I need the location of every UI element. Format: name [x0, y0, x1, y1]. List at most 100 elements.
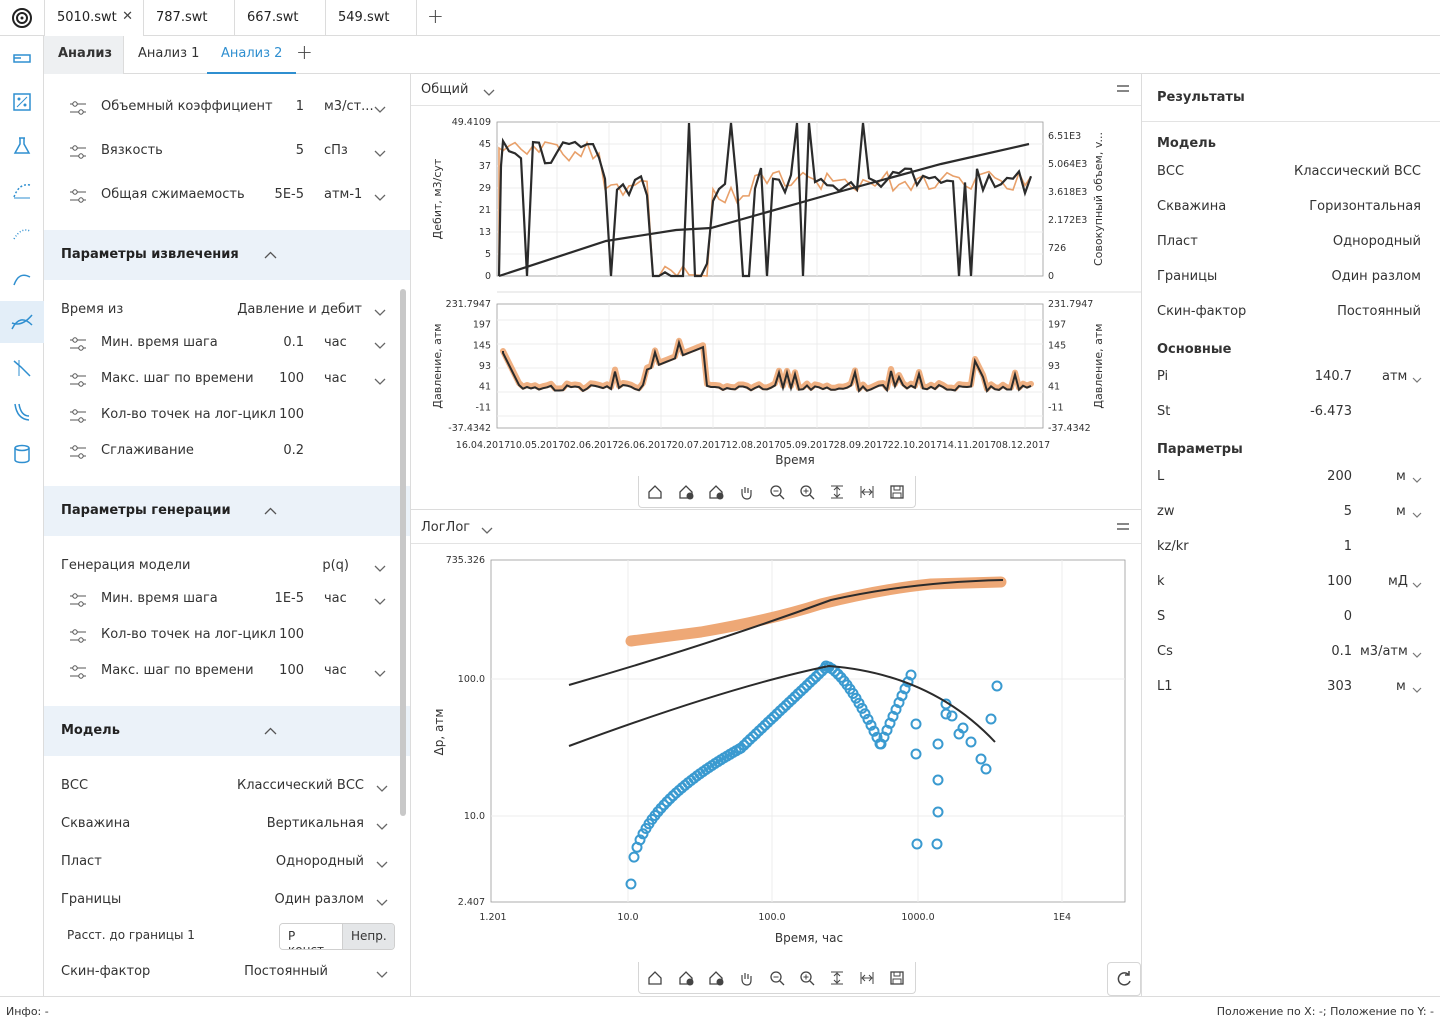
general-chart[interactable]: 49.4109 45 37 29 21 13 5 0 6.51E3 5.064E3 3.618E3…	[411, 106, 1141, 476]
chevron-down-icon[interactable]	[481, 524, 493, 539]
chevron-down-icon[interactable]	[1412, 373, 1422, 388]
result-row-l1[interactable]: L1 303 м	[1142, 673, 1440, 703]
result-row-pi[interactable]: Pi 140.7 атм	[1142, 363, 1440, 393]
chevron-down-icon[interactable]	[1412, 683, 1422, 698]
loglog-icon[interactable]	[0, 301, 44, 343]
chevron-down-icon[interactable]	[374, 667, 386, 682]
result-row-st[interactable]: St -6.473	[1142, 398, 1440, 428]
chevron-up-icon[interactable]	[264, 504, 277, 519]
param-value[interactable]: Один разлом	[274, 892, 364, 907]
well-schema-icon[interactable]	[8, 44, 36, 72]
chevron-down-icon[interactable]	[376, 820, 388, 835]
result-value[interactable]: 5	[1343, 504, 1352, 519]
param-unit[interactable]: час	[324, 371, 347, 386]
dotted-curve-icon[interactable]	[8, 220, 36, 248]
params-scrollbar[interactable]	[400, 289, 406, 816]
s-curve-icon[interactable]	[8, 398, 36, 426]
param-value[interactable]: Вертикальная	[266, 816, 364, 831]
param-row-compressibility[interactable]: Общая сжимаемость 5E-5 атм-1	[44, 178, 401, 214]
result-row-k[interactable]: k 100 мД	[1142, 568, 1440, 598]
result-row-zw[interactable]: zw 5 м	[1142, 498, 1440, 528]
param-row-min-step[interactable]: Мин. время шага 0.1 час	[44, 326, 401, 362]
chevron-down-icon[interactable]	[374, 147, 386, 162]
result-value[interactable]: 0.1	[1331, 644, 1352, 659]
param-row-points-per-cycle[interactable]: Кол-во точек на лог-цикл 100	[44, 398, 401, 434]
chevron-down-icon[interactable]	[374, 191, 386, 206]
result-value[interactable]: 303	[1327, 679, 1352, 694]
param-row-boundaries[interactable]: Границы Один разлом	[44, 883, 401, 919]
param-row-reservoir[interactable]: Пласт Однородный	[44, 845, 401, 881]
file-tab-667[interactable]: 667.swt	[235, 0, 326, 36]
result-unit[interactable]: м	[1396, 504, 1406, 519]
remove-point-icon[interactable]	[705, 967, 727, 989]
map-icon[interactable]	[8, 88, 36, 116]
param-row-gen-min-step[interactable]: Мин. время шага 1E-5 час	[44, 582, 401, 618]
chevron-down-icon[interactable]	[1412, 648, 1422, 663]
section-generation-header[interactable]: Параметры генерации	[44, 486, 410, 536]
chevron-down-icon[interactable]	[1412, 508, 1422, 523]
param-unit[interactable]: сПз	[324, 143, 348, 158]
param-value[interactable]: Давление и дебит	[237, 302, 362, 317]
param-row-viscosity[interactable]: Вязкость 5 сПз	[44, 134, 401, 170]
param-value[interactable]: 100	[279, 627, 304, 642]
param-unit[interactable]: атм-1	[324, 187, 363, 202]
param-value[interactable]: 100	[279, 371, 304, 386]
result-row-kzkr[interactable]: kz/kr 1	[1142, 533, 1440, 563]
result-row-cs[interactable]: Cs 0.1 м3/атм	[1142, 638, 1440, 668]
database-icon[interactable]	[8, 440, 36, 468]
param-value[interactable]: Однородный	[275, 854, 364, 869]
param-unit[interactable]: час	[324, 335, 347, 350]
pan-hand-icon[interactable]	[735, 481, 757, 503]
file-tab-549[interactable]: 549.swt	[326, 0, 417, 36]
result-value[interactable]: 200	[1327, 469, 1352, 484]
remove-point-icon[interactable]	[705, 481, 727, 503]
chevron-down-icon[interactable]	[376, 782, 388, 797]
decline-icon[interactable]	[8, 354, 36, 382]
param-value[interactable]: 0.2	[283, 443, 304, 458]
tab-analysis-2[interactable]: Анализ 2	[207, 36, 297, 74]
result-value[interactable]: 0	[1343, 609, 1352, 624]
param-row-volume-factor[interactable]: Объемный коэффициент 1 м3/ст...	[44, 90, 401, 126]
param-row-model-generation[interactable]: Генерация модели p(q)	[44, 549, 401, 585]
section-model-header[interactable]: Модель	[44, 706, 410, 756]
chevron-down-icon[interactable]	[374, 595, 386, 610]
save-icon[interactable]	[886, 967, 908, 989]
chevron-up-icon[interactable]	[264, 248, 277, 263]
toggle-p-const[interactable]: P конст.	[280, 924, 343, 949]
result-unit[interactable]: мД	[1388, 574, 1408, 589]
param-unit[interactable]: час	[324, 591, 347, 606]
result-value[interactable]: 100	[1327, 574, 1352, 589]
zoom-in-icon[interactable]	[796, 967, 818, 989]
chevron-down-icon[interactable]	[374, 306, 386, 321]
param-value[interactable]: p(q)	[322, 558, 349, 573]
chevron-down-icon[interactable]	[376, 896, 388, 911]
result-row-L[interactable]: L 200 м	[1142, 463, 1440, 493]
close-icon[interactable]: ✕	[122, 9, 133, 24]
chevron-down-icon[interactable]	[376, 858, 388, 873]
param-row-gen-points-per-cycle[interactable]: Кол-во точек на лог-цикл 100	[44, 618, 401, 654]
menu-icon[interactable]	[1117, 521, 1129, 536]
result-unit[interactable]: м	[1396, 679, 1406, 694]
tab-analysis-1[interactable]: Анализ 1	[138, 46, 200, 61]
home-icon[interactable]	[644, 967, 666, 989]
file-tab-787[interactable]: 787.swt	[144, 0, 235, 36]
home-icon[interactable]	[644, 481, 666, 503]
refresh-icon[interactable]	[1107, 962, 1141, 996]
result-value[interactable]: 1	[1343, 539, 1352, 554]
param-row-gen-max-step[interactable]: Макс. шаг по времени 100 час	[44, 654, 401, 690]
curve-icon[interactable]	[8, 264, 36, 292]
zoom-out-icon[interactable]	[766, 967, 788, 989]
menu-icon[interactable]	[1117, 83, 1129, 98]
param-value[interactable]: 5	[295, 143, 304, 158]
result-unit[interactable]: атм	[1382, 369, 1408, 384]
chevron-down-icon[interactable]	[374, 375, 386, 390]
chevron-down-icon[interactable]	[483, 86, 495, 101]
fit-vertical-icon[interactable]	[826, 481, 848, 503]
param-unit[interactable]: час	[324, 663, 347, 678]
param-value[interactable]: 100	[279, 407, 304, 422]
flask-icon[interactable]	[8, 132, 36, 160]
chevron-down-icon[interactable]	[374, 562, 386, 577]
chevron-down-icon[interactable]	[376, 968, 388, 983]
add-point-icon[interactable]	[675, 481, 697, 503]
